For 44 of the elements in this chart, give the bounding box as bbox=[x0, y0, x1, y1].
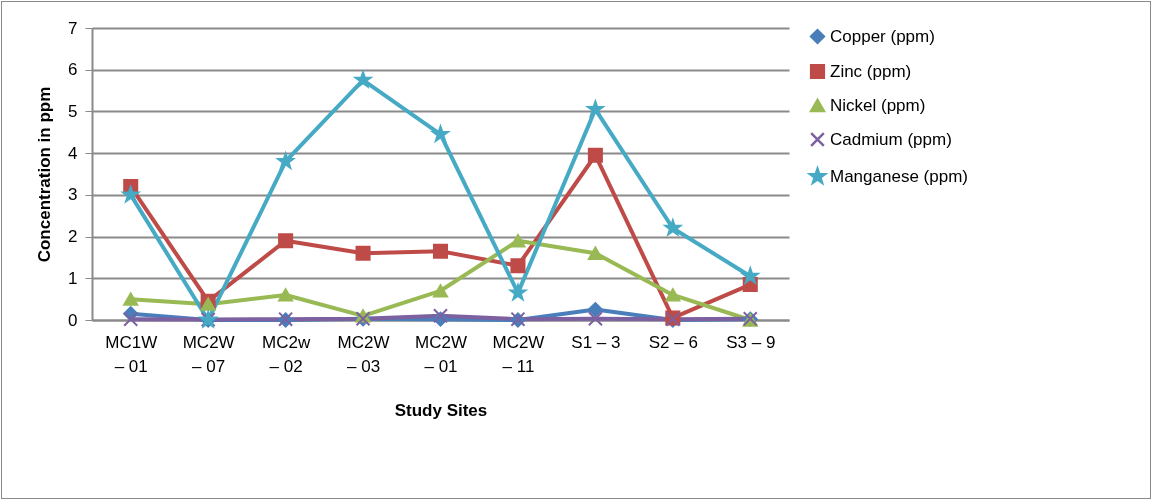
x-tick-label: MC2W – 07 bbox=[182, 332, 235, 376]
x-tick-label: MC2W – 01 bbox=[415, 332, 467, 376]
point bbox=[432, 243, 449, 259]
point bbox=[587, 311, 603, 327]
point bbox=[278, 288, 294, 302]
point bbox=[123, 311, 139, 327]
y-tick-label: 1 bbox=[68, 268, 78, 288]
y-tick-label: 4 bbox=[68, 143, 78, 163]
point bbox=[275, 150, 296, 170]
y-axis-title: Concentration in ppm bbox=[35, 86, 55, 263]
x-axis-title: Study Sites bbox=[394, 400, 488, 420]
legend-label: Zinc (ppm) bbox=[830, 61, 912, 81]
legend-label: Manganese (ppm) bbox=[830, 166, 968, 186]
y-tick-label: 6 bbox=[68, 60, 78, 80]
point bbox=[432, 284, 449, 298]
y-tick-label: 7 bbox=[68, 18, 78, 38]
point bbox=[587, 246, 603, 260]
y-tick-label: 0 bbox=[68, 310, 78, 330]
point bbox=[200, 297, 216, 311]
point bbox=[510, 234, 526, 248]
point bbox=[585, 98, 606, 118]
x-tick-label: MC2w – 02 bbox=[262, 332, 311, 376]
x-tick-label: MC1W – 01 bbox=[105, 332, 158, 376]
x-tick-label: S2 – 6 bbox=[648, 332, 698, 352]
y-tick-label: 3 bbox=[68, 185, 78, 205]
point bbox=[587, 147, 603, 163]
legend-label: Cadmium (ppm) bbox=[830, 129, 952, 149]
y-tick-label: 2 bbox=[68, 227, 78, 247]
point bbox=[352, 69, 374, 89]
point bbox=[278, 233, 294, 249]
point bbox=[355, 245, 371, 261]
point bbox=[665, 288, 681, 302]
point bbox=[123, 292, 139, 306]
point bbox=[507, 282, 529, 302]
point bbox=[430, 123, 451, 144]
x-tick-label: S3 – 9 bbox=[726, 332, 776, 352]
point bbox=[510, 258, 526, 274]
point bbox=[587, 302, 603, 318]
x-tick-label: S1 – 3 bbox=[571, 332, 621, 352]
x-tick-label: MC2W – 11 bbox=[492, 332, 545, 376]
y-tick-label: 5 bbox=[68, 101, 78, 121]
x-tick-label: MC2W – 03 bbox=[337, 332, 390, 376]
legend-label: Nickel (ppm) bbox=[830, 95, 926, 115]
legend-label: Copper (ppm) bbox=[830, 26, 935, 46]
